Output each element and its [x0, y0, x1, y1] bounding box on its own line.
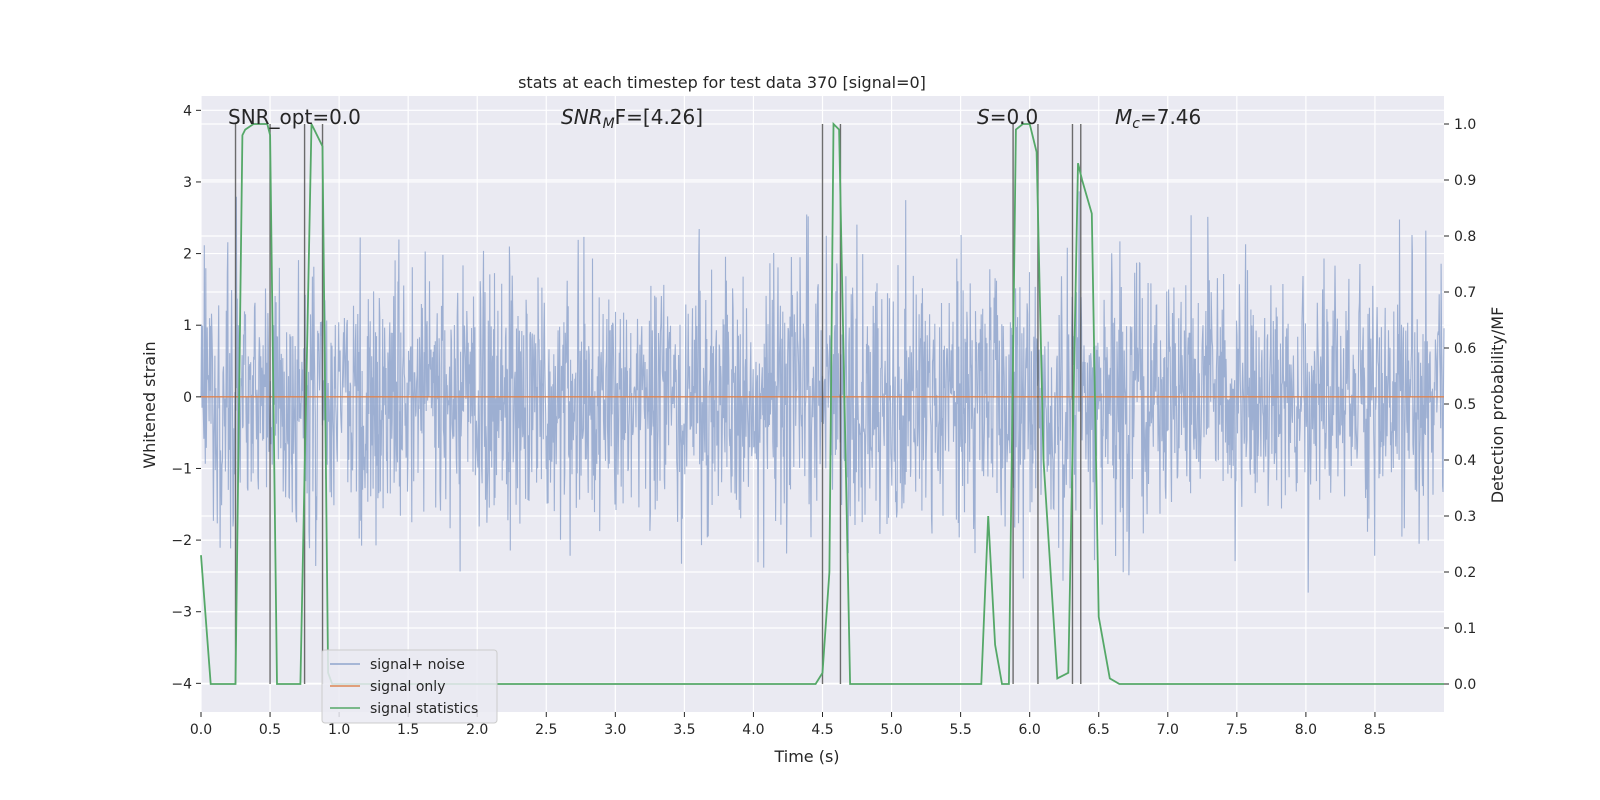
annotation-snr-mf: SNRMF=[4.26]: [561, 105, 703, 132]
x-tick-label: 0.5: [259, 722, 281, 738]
y-left-tick-label: 3: [183, 175, 192, 191]
x-tick-label: 0.0: [190, 722, 212, 738]
x-tick-label: 4.0: [742, 722, 764, 738]
x-tick-label: 8.0: [1295, 722, 1317, 738]
chart-title: stats at each timestep for test data 370…: [518, 73, 926, 92]
legend: signal+ noise signal only signal statist…: [321, 649, 498, 724]
y-right-tick-label: 0.7: [1454, 285, 1476, 301]
annotation-mc: Mc=7.46: [1115, 105, 1201, 132]
legend-label-signal-statistics: signal statistics: [370, 701, 478, 717]
signal-statistics-series: [200, 121, 1444, 685]
x-tick-label: 3.5: [673, 722, 695, 738]
tick-labels: 0.0 0.5 1.0 1.5 2.0 2.5 3.0 3.5 4.0 4.5 5.0 5.5 6.0 6…: [171, 103, 1476, 738]
y-right-tick-label: 0.1: [1454, 621, 1476, 637]
x-tick-label: 6.5: [1088, 722, 1110, 738]
annotation-s: S=0.0: [977, 105, 1038, 129]
y-right-tick-label: 0.2: [1454, 565, 1476, 581]
y-right-tick-label: 0.8: [1454, 229, 1476, 245]
legend-label-signal-only: signal only: [370, 679, 445, 695]
signal-statistics-line: [200, 121, 1444, 685]
legend-label-signal-plus-noise: signal+ noise: [370, 657, 465, 673]
y-left-tick-label: −2: [171, 533, 192, 549]
x-tick-label: 5.5: [949, 722, 971, 738]
y-axis-label-right: Detection probability/MF: [1488, 307, 1507, 504]
x-tick-label: 7.5: [1226, 722, 1248, 738]
y-right-tick-label: 0.9: [1454, 173, 1476, 189]
x-tick-label: 5.0: [880, 722, 902, 738]
y-right-tick-label: 0.5: [1454, 397, 1476, 413]
x-tick-label: 4.5: [811, 722, 833, 738]
x-tick-label: 2.0: [466, 722, 488, 738]
y-right-tick-label: 1.0: [1454, 117, 1476, 133]
x-tick-label: 1.0: [328, 722, 350, 738]
y-right-tick-label: 0.4: [1454, 453, 1476, 469]
x-tick-label: 6.0: [1019, 722, 1041, 738]
y-right-tick-label: 0.6: [1454, 341, 1476, 357]
x-tick-label: 1.5: [397, 722, 419, 738]
x-tick-label: 3.0: [604, 722, 626, 738]
y-left-tick-label: −4: [171, 676, 192, 692]
y-left-tick-label: 1: [183, 318, 192, 334]
legend-box: [321, 649, 498, 724]
x-tick-label: 7.0: [1157, 722, 1179, 738]
y-right-tick-label: 0.0: [1454, 677, 1476, 693]
annotation-snr-opt: SNR_opt=0.0: [228, 105, 361, 129]
x-tick-label: 8.5: [1364, 722, 1386, 738]
y-left-tick-label: 0: [183, 390, 192, 406]
y-left-tick-label: 2: [183, 247, 192, 263]
y-left-tick-label: −1: [171, 461, 192, 477]
y-axis-label-left: Whitened strain: [140, 341, 159, 468]
y-right-tick-label: 0.3: [1454, 509, 1476, 525]
x-tick-label: 2.5: [535, 722, 557, 738]
y-left-tick-label: 4: [183, 103, 192, 119]
x-axis-label: Time (s): [773, 747, 839, 766]
y-left-tick-label: −3: [171, 605, 192, 621]
